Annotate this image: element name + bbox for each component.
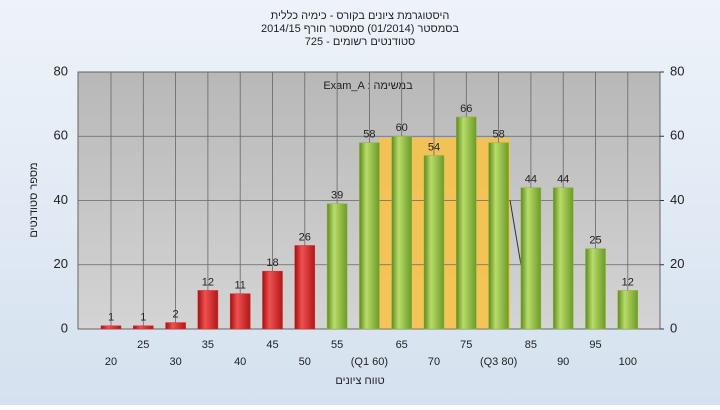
value-label: 18 bbox=[266, 257, 278, 269]
x-tick-label: 45 bbox=[266, 339, 278, 351]
value-label: 1 bbox=[108, 312, 114, 324]
x-tick-label: 50 bbox=[299, 356, 311, 368]
value-label: 12 bbox=[622, 276, 634, 288]
y2-tick-label: 80 bbox=[670, 63, 684, 78]
chart-title: היסטוגרמת ציונים בקורס - כימיה כללית bbox=[271, 9, 450, 22]
y2-tick-label: 40 bbox=[670, 192, 684, 207]
y-tick-label: 40 bbox=[54, 192, 68, 207]
value-label: 2 bbox=[173, 308, 179, 320]
x-tick-label: 75 bbox=[460, 339, 472, 351]
chart-subtitle: בסמסטר (01/2014) סמסטר חורף 2014/15 bbox=[261, 23, 459, 35]
bar bbox=[262, 270, 283, 330]
bar bbox=[229, 293, 251, 330]
x-tick-label: 40 bbox=[234, 356, 246, 368]
bar bbox=[391, 136, 412, 330]
y2-tick-label: 0 bbox=[670, 320, 677, 335]
y-tick-label: 80 bbox=[54, 63, 68, 78]
x-tick-label: 100 bbox=[619, 356, 637, 368]
value-label: 60 bbox=[396, 122, 408, 134]
y-axis-label: מספר סטודנטים bbox=[28, 162, 40, 237]
value-label: 12 bbox=[202, 276, 214, 288]
bar bbox=[585, 248, 606, 330]
whisker bbox=[509, 199, 522, 266]
value-label: 58 bbox=[492, 129, 504, 141]
x-tick-label: 95 bbox=[589, 339, 601, 351]
x-tick-label: 25 bbox=[137, 339, 149, 351]
value-label: 44 bbox=[557, 174, 569, 186]
x-axis-label: טווח ציונים bbox=[335, 375, 384, 387]
annotation: Exam_A : במשימה bbox=[323, 80, 413, 92]
bar bbox=[100, 325, 122, 330]
bar bbox=[552, 187, 574, 330]
bar bbox=[456, 116, 477, 330]
bar bbox=[423, 155, 445, 330]
bar bbox=[488, 142, 509, 330]
bar bbox=[520, 187, 542, 330]
bar bbox=[133, 325, 154, 330]
x-tick-label: 85 bbox=[525, 339, 537, 351]
x-tick-label: 30 bbox=[169, 356, 181, 368]
value-label: 58 bbox=[363, 129, 375, 141]
value-label: 1 bbox=[140, 312, 146, 324]
x-tick-label: (Q1 60) bbox=[351, 356, 388, 368]
x-tick-label: 90 bbox=[557, 356, 569, 368]
x-tick-label: 35 bbox=[202, 339, 214, 351]
y-tick-label: 20 bbox=[54, 256, 68, 271]
value-label: 39 bbox=[331, 190, 343, 202]
bar bbox=[359, 142, 380, 330]
chart-subtitle: סטודנטים רשומים - 725 bbox=[305, 36, 416, 48]
bar bbox=[326, 203, 348, 330]
value-label: 25 bbox=[589, 235, 601, 247]
y2-tick-label: 60 bbox=[670, 128, 684, 143]
bar bbox=[197, 290, 219, 330]
value-label: 66 bbox=[460, 103, 472, 115]
bar bbox=[617, 290, 639, 330]
y-tick-label: 0 bbox=[61, 320, 68, 335]
x-tick-label: 55 bbox=[331, 339, 343, 351]
value-label: 54 bbox=[428, 141, 440, 153]
x-tick-label: 65 bbox=[396, 339, 408, 351]
bar bbox=[165, 322, 186, 330]
bar bbox=[294, 245, 316, 330]
x-tick-label: (Q3 80) bbox=[480, 356, 517, 368]
value-label: 26 bbox=[299, 231, 311, 243]
x-tick-label: 70 bbox=[428, 356, 440, 368]
y-tick-label: 60 bbox=[54, 128, 68, 143]
y2-tick-label: 20 bbox=[670, 256, 684, 271]
value-label: 44 bbox=[525, 174, 537, 186]
x-tick-label: 20 bbox=[105, 356, 117, 368]
value-label: 11 bbox=[234, 280, 245, 292]
